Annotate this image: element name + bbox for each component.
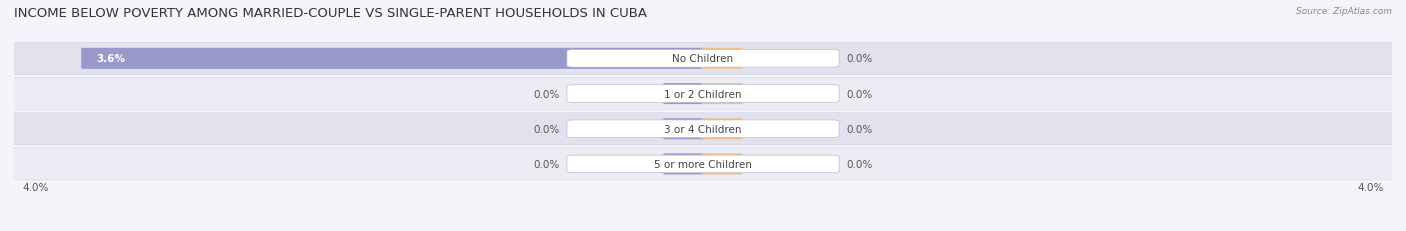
FancyBboxPatch shape — [11, 43, 1395, 75]
FancyBboxPatch shape — [82, 49, 704, 70]
FancyBboxPatch shape — [702, 119, 742, 140]
Text: INCOME BELOW POVERTY AMONG MARRIED-COUPLE VS SINGLE-PARENT HOUSEHOLDS IN CUBA: INCOME BELOW POVERTY AMONG MARRIED-COUPL… — [14, 7, 647, 20]
FancyBboxPatch shape — [567, 155, 839, 173]
FancyBboxPatch shape — [567, 120, 839, 138]
Text: 0.0%: 0.0% — [846, 89, 872, 99]
Text: 0.0%: 0.0% — [534, 124, 560, 134]
Text: 5 or more Children: 5 or more Children — [654, 159, 752, 169]
Text: 0.0%: 0.0% — [534, 89, 560, 99]
Text: No Children: No Children — [672, 54, 734, 64]
FancyBboxPatch shape — [567, 85, 839, 103]
FancyBboxPatch shape — [702, 154, 742, 175]
FancyBboxPatch shape — [11, 148, 1395, 180]
FancyBboxPatch shape — [11, 78, 1395, 110]
Text: 0.0%: 0.0% — [846, 124, 872, 134]
Text: 0.0%: 0.0% — [846, 54, 872, 64]
FancyBboxPatch shape — [664, 84, 704, 105]
Text: 3 or 4 Children: 3 or 4 Children — [664, 124, 742, 134]
Text: 0.0%: 0.0% — [534, 159, 560, 169]
FancyBboxPatch shape — [567, 50, 839, 68]
FancyBboxPatch shape — [664, 119, 704, 140]
FancyBboxPatch shape — [702, 49, 742, 70]
FancyBboxPatch shape — [664, 154, 704, 175]
Text: 3.6%: 3.6% — [97, 54, 125, 64]
Text: 4.0%: 4.0% — [22, 182, 49, 192]
Text: 4.0%: 4.0% — [1357, 182, 1384, 192]
Text: 0.0%: 0.0% — [846, 159, 872, 169]
Text: Source: ZipAtlas.com: Source: ZipAtlas.com — [1296, 7, 1392, 16]
Text: 1 or 2 Children: 1 or 2 Children — [664, 89, 742, 99]
FancyBboxPatch shape — [11, 113, 1395, 145]
FancyBboxPatch shape — [702, 84, 742, 105]
